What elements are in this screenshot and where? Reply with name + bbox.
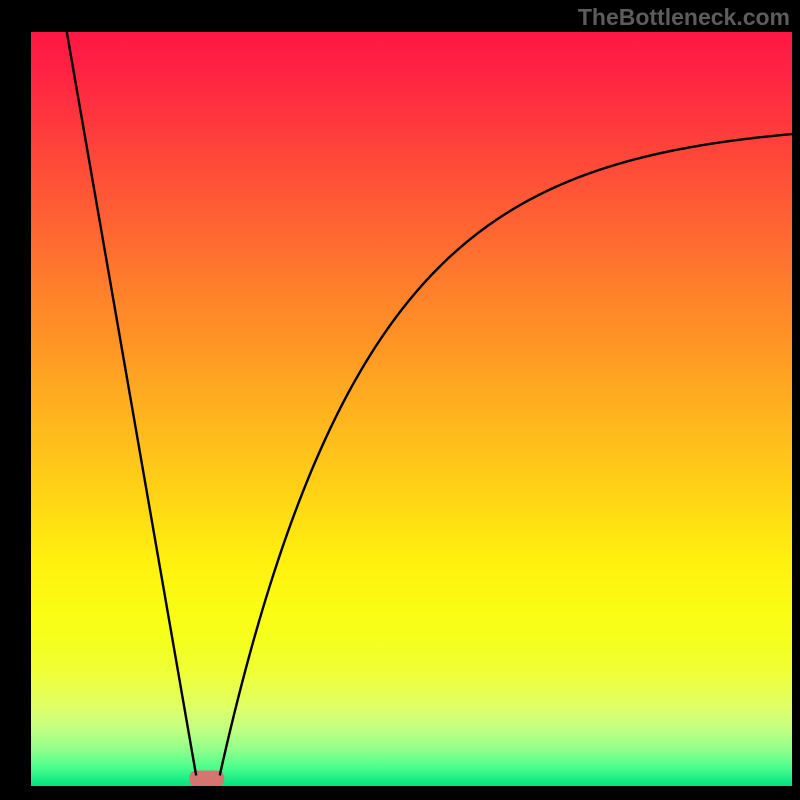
chart-container: TheBottleneck.com [0, 0, 800, 800]
attribution-text: TheBottleneck.com [578, 4, 790, 31]
plot-area [31, 32, 792, 786]
chart-svg [31, 32, 792, 786]
bottleneck-curve [67, 32, 792, 775]
